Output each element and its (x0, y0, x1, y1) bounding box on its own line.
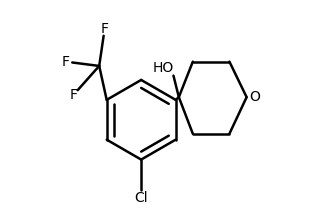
Text: F: F (69, 88, 77, 102)
Text: O: O (249, 90, 260, 104)
Text: HO: HO (152, 61, 173, 75)
Text: F: F (101, 22, 109, 36)
Text: F: F (62, 55, 70, 69)
Text: Cl: Cl (134, 191, 148, 205)
